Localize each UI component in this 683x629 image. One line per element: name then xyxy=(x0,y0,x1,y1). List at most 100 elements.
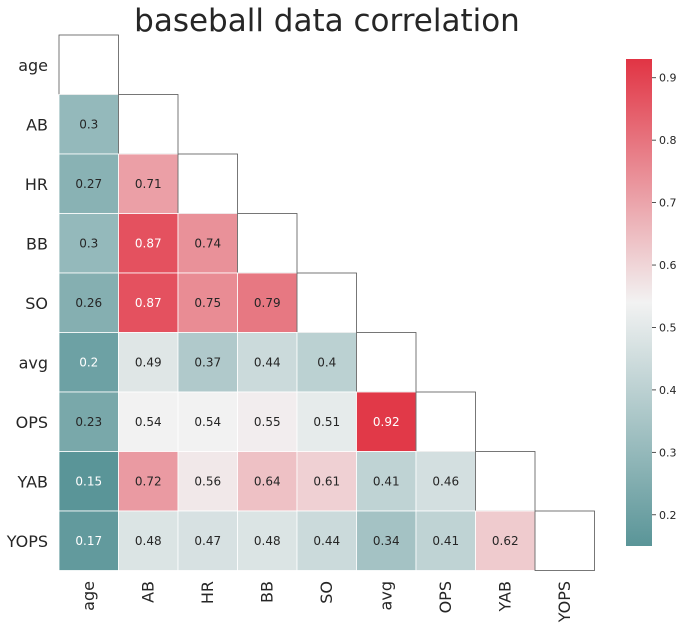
cell-value: 0.92 xyxy=(373,415,400,429)
colorbar-tick-label: 0.7 xyxy=(659,197,677,210)
heatmap-cell xyxy=(58,153,119,214)
cell-value: 0.62 xyxy=(492,534,519,548)
cell-value: 0.55 xyxy=(254,415,281,429)
colorbar-tick-label: 0.8 xyxy=(659,134,677,147)
heatmap-cell xyxy=(237,391,298,452)
heatmap-cell xyxy=(118,153,179,214)
cell-value: 0.26 xyxy=(75,296,102,310)
masked-cell xyxy=(415,391,476,452)
cell-value: 0.64 xyxy=(254,474,281,488)
cell-value: 0.48 xyxy=(135,534,162,548)
column-label: age xyxy=(79,581,98,611)
cell-value: 0.56 xyxy=(194,474,221,488)
cell-value: 0.23 xyxy=(75,415,102,429)
cell-value: 0.41 xyxy=(432,534,459,548)
cell-value: 0.54 xyxy=(135,415,162,429)
heatmap-cell xyxy=(58,94,119,155)
cell-value: 0.27 xyxy=(75,177,102,191)
heatmap-cell xyxy=(475,510,536,571)
row-label: BB xyxy=(26,234,48,253)
column-label: OPS xyxy=(436,581,455,613)
cell-value: 0.3 xyxy=(79,236,98,250)
cell-value: 0.34 xyxy=(373,534,400,548)
cell-value: 0.17 xyxy=(75,534,102,548)
cell-value: 0.48 xyxy=(254,534,281,548)
row-label: age xyxy=(18,56,48,75)
row-label: AB xyxy=(26,115,48,134)
row-label: avg xyxy=(19,353,48,372)
heatmap-cell xyxy=(237,332,298,393)
cell-value: 0.44 xyxy=(254,355,281,369)
heatmap-cell xyxy=(356,451,417,512)
column-label: AB xyxy=(138,581,157,603)
masked-cell xyxy=(534,510,595,571)
masked-cell xyxy=(356,332,417,393)
heatmap-cell xyxy=(237,272,298,333)
cell-value: 0.47 xyxy=(194,534,221,548)
heatmap-cell xyxy=(237,451,298,512)
cell-value: 0.4 xyxy=(317,355,336,369)
heatmap-cell xyxy=(356,510,417,571)
cell-value: 0.79 xyxy=(254,296,281,310)
cell-value: 0.54 xyxy=(194,415,221,429)
heatmap-cell xyxy=(356,391,417,452)
row-label: OPS xyxy=(16,413,48,432)
masked-cell xyxy=(58,34,119,95)
heatmap-cell xyxy=(118,332,179,393)
colorbar-tick-label: 0.4 xyxy=(659,384,677,397)
row-label: SO xyxy=(25,294,48,313)
colorbar-tick-label: 0.3 xyxy=(659,446,677,459)
column-labels: age AB HR BB SO avg OPS YAB YOPS xyxy=(79,581,574,623)
colorbar-tick-label: 0.9 xyxy=(659,72,677,85)
heatmap-cells: 0.3 0.27 0.71 0.3 0.87 0.74 0.26 0.87 0.75 0.79 0.… xyxy=(58,34,595,571)
heatmap-cell xyxy=(415,451,476,512)
column-label: HR xyxy=(198,581,217,604)
heatmap-cell xyxy=(118,213,179,274)
row-label: YOPS xyxy=(6,532,48,551)
column-label: BB xyxy=(257,581,276,603)
heatmap-cell xyxy=(58,451,119,512)
heatmap-cell xyxy=(177,391,238,452)
masked-cell xyxy=(177,153,238,214)
cell-value: 0.51 xyxy=(313,415,340,429)
cell-value: 0.72 xyxy=(135,474,162,488)
heatmap-cell xyxy=(58,391,119,452)
row-labels: age AB HR BB SO avg OPS YAB YOPS xyxy=(6,56,48,551)
heatmap-cell xyxy=(118,272,179,333)
colorbar-gradient xyxy=(626,59,652,546)
column-label: SO xyxy=(317,581,336,604)
cell-value: 0.3 xyxy=(79,117,98,131)
cell-value: 0.74 xyxy=(194,236,221,250)
colorbar-tick-label: 0.6 xyxy=(659,259,677,272)
column-label: YOPS xyxy=(555,581,574,623)
heatmap-cell xyxy=(415,510,476,571)
cell-value: 0.87 xyxy=(135,236,162,250)
heatmap-cell xyxy=(118,451,179,512)
cell-value: 0.46 xyxy=(432,474,459,488)
cell-value: 0.71 xyxy=(135,177,162,191)
heatmap-cell xyxy=(177,213,238,274)
row-label: HR xyxy=(25,175,48,194)
heatmap-cell xyxy=(177,332,238,393)
masked-cell xyxy=(475,451,536,512)
heatmap-cell xyxy=(118,391,179,452)
cell-value: 0.49 xyxy=(135,355,162,369)
heatmap-cell xyxy=(296,391,357,452)
cell-value: 0.87 xyxy=(135,296,162,310)
colorbar-tick-label: 0.5 xyxy=(659,321,677,334)
column-label: avg xyxy=(376,581,395,610)
colorbar-tick-label: 0.2 xyxy=(659,509,677,522)
cell-value: 0.44 xyxy=(313,534,340,548)
cell-value: 0.37 xyxy=(194,355,221,369)
heatmap-cell xyxy=(58,213,119,274)
heatmap-cell xyxy=(58,510,119,571)
cell-value: 0.75 xyxy=(194,296,221,310)
cell-value: 0.2 xyxy=(79,355,98,369)
cell-value: 0.41 xyxy=(373,474,400,488)
colorbar: 0.2 0.3 0.4 0.5 0.6 0.7 0.8 0.9 xyxy=(626,59,677,546)
masked-cell xyxy=(237,213,298,274)
heatmap-cell xyxy=(177,510,238,571)
masked-cell xyxy=(296,272,357,333)
cell-value: 0.61 xyxy=(313,474,340,488)
